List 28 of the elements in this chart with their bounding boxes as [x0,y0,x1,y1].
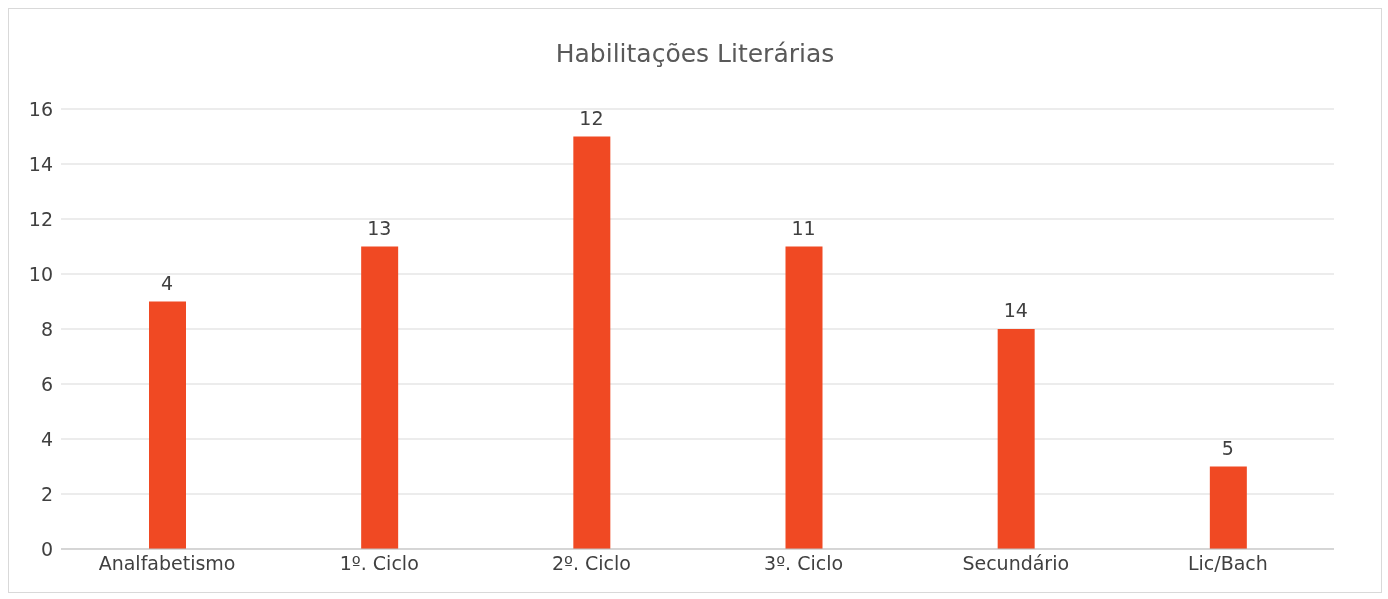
x-tick-label: 2º. Ciclo [551,552,631,575]
x-tick-label: 3º. Ciclo [764,552,844,575]
annotation: 11 [791,216,816,239]
y-tick-label: 14 [28,152,53,175]
y-tick-label: 8 [40,317,53,340]
x-tick-label: Secundário [962,552,1070,575]
y-tick-label: 2 [40,482,53,505]
annotation: 4 [161,271,174,294]
y-tick-label: 6 [40,372,53,395]
annotation: 12 [579,106,604,129]
y-tick-label: 4 [40,427,53,450]
bar [785,246,823,549]
bar [361,246,399,549]
bar [149,301,186,549]
y-tick-label: 0 [40,537,53,560]
bar [997,329,1035,549]
chart-title: Habilitações Literárias [554,38,836,70]
annotation: 13 [367,216,392,239]
x-tick-label: 1º. Ciclo [339,552,419,575]
x-tick-label: Analfabetismo [98,552,236,575]
annotation: 5 [1221,436,1234,459]
y-tick-label: 10 [28,262,53,285]
bar [573,136,611,549]
annotation: 14 [1003,299,1028,321]
x-tick-label: Lic/Bach [1187,552,1268,575]
bar [1209,466,1247,549]
y-tick-label: 16 [28,97,53,120]
y-tick-label: 12 [28,207,53,230]
